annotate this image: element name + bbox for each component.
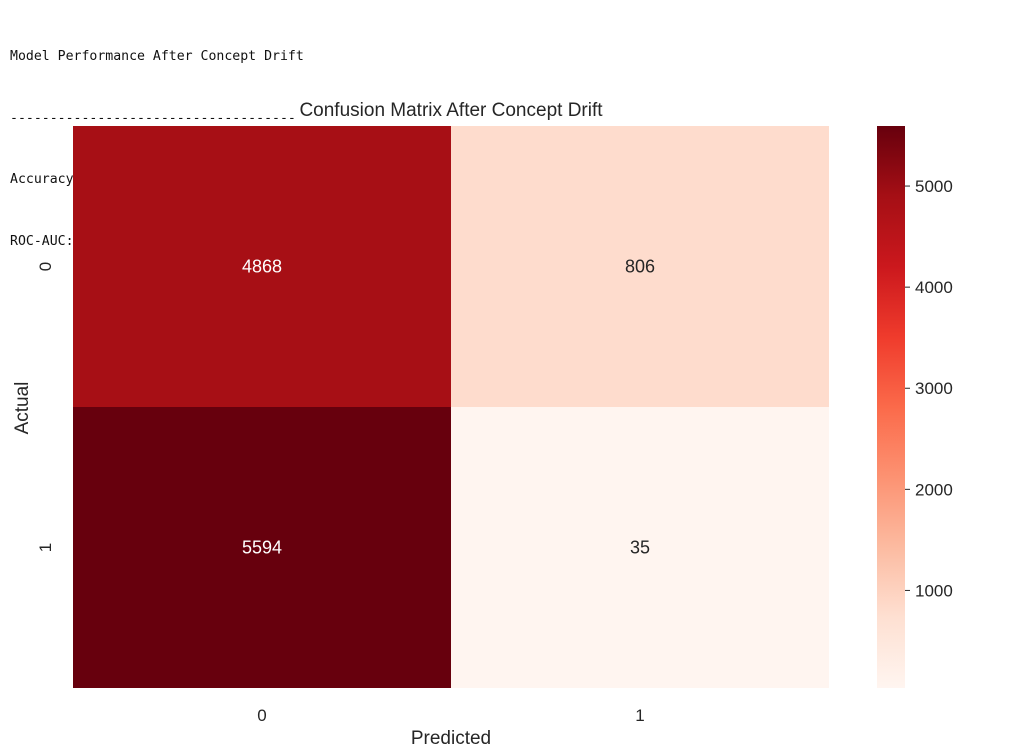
x-axis-label: Predicted — [411, 728, 491, 749]
y-axis-label: Actual — [12, 382, 33, 435]
colorbar-tick-label: 4000 — [915, 278, 953, 297]
cell-value-label: 35 — [630, 538, 650, 558]
colorbar-tick-label: 2000 — [915, 480, 953, 499]
colorbar-tick-label: 3000 — [915, 379, 953, 398]
y-tick-label: 0 — [36, 262, 55, 271]
colorbar-tick-label: 5000 — [915, 177, 953, 196]
colorbar — [877, 126, 905, 688]
heatmap-cells: 4868 806 5594 35 — [73, 126, 829, 688]
x-tick-label: 0 — [257, 706, 266, 725]
heatmap-cell-r1-c0 — [73, 407, 451, 688]
heatmap-cell-r0-c1 — [451, 126, 829, 407]
cell-value-label: 5594 — [242, 538, 282, 558]
console-heading: Model Performance After Concept Drift — [10, 49, 304, 64]
y-axis-ticks: 01 — [36, 262, 55, 552]
colorbar-tick-label: 1000 — [915, 581, 953, 600]
console-rule: ------------------------------------ — [10, 110, 296, 126]
colorbar-ticks: 1000 2000 3000 4000 5000 — [905, 177, 953, 600]
heatmap-cell-r1-c1 — [451, 407, 829, 688]
x-tick-label: 1 — [635, 706, 644, 725]
cell-value-label: 4868 — [242, 257, 282, 277]
chart-title: Confusion Matrix After Concept Drift — [299, 100, 603, 121]
y-tick-label: 1 — [36, 543, 55, 552]
cell-value-label: 806 — [625, 257, 655, 277]
heatmap-cell-r0-c0 — [73, 126, 451, 407]
